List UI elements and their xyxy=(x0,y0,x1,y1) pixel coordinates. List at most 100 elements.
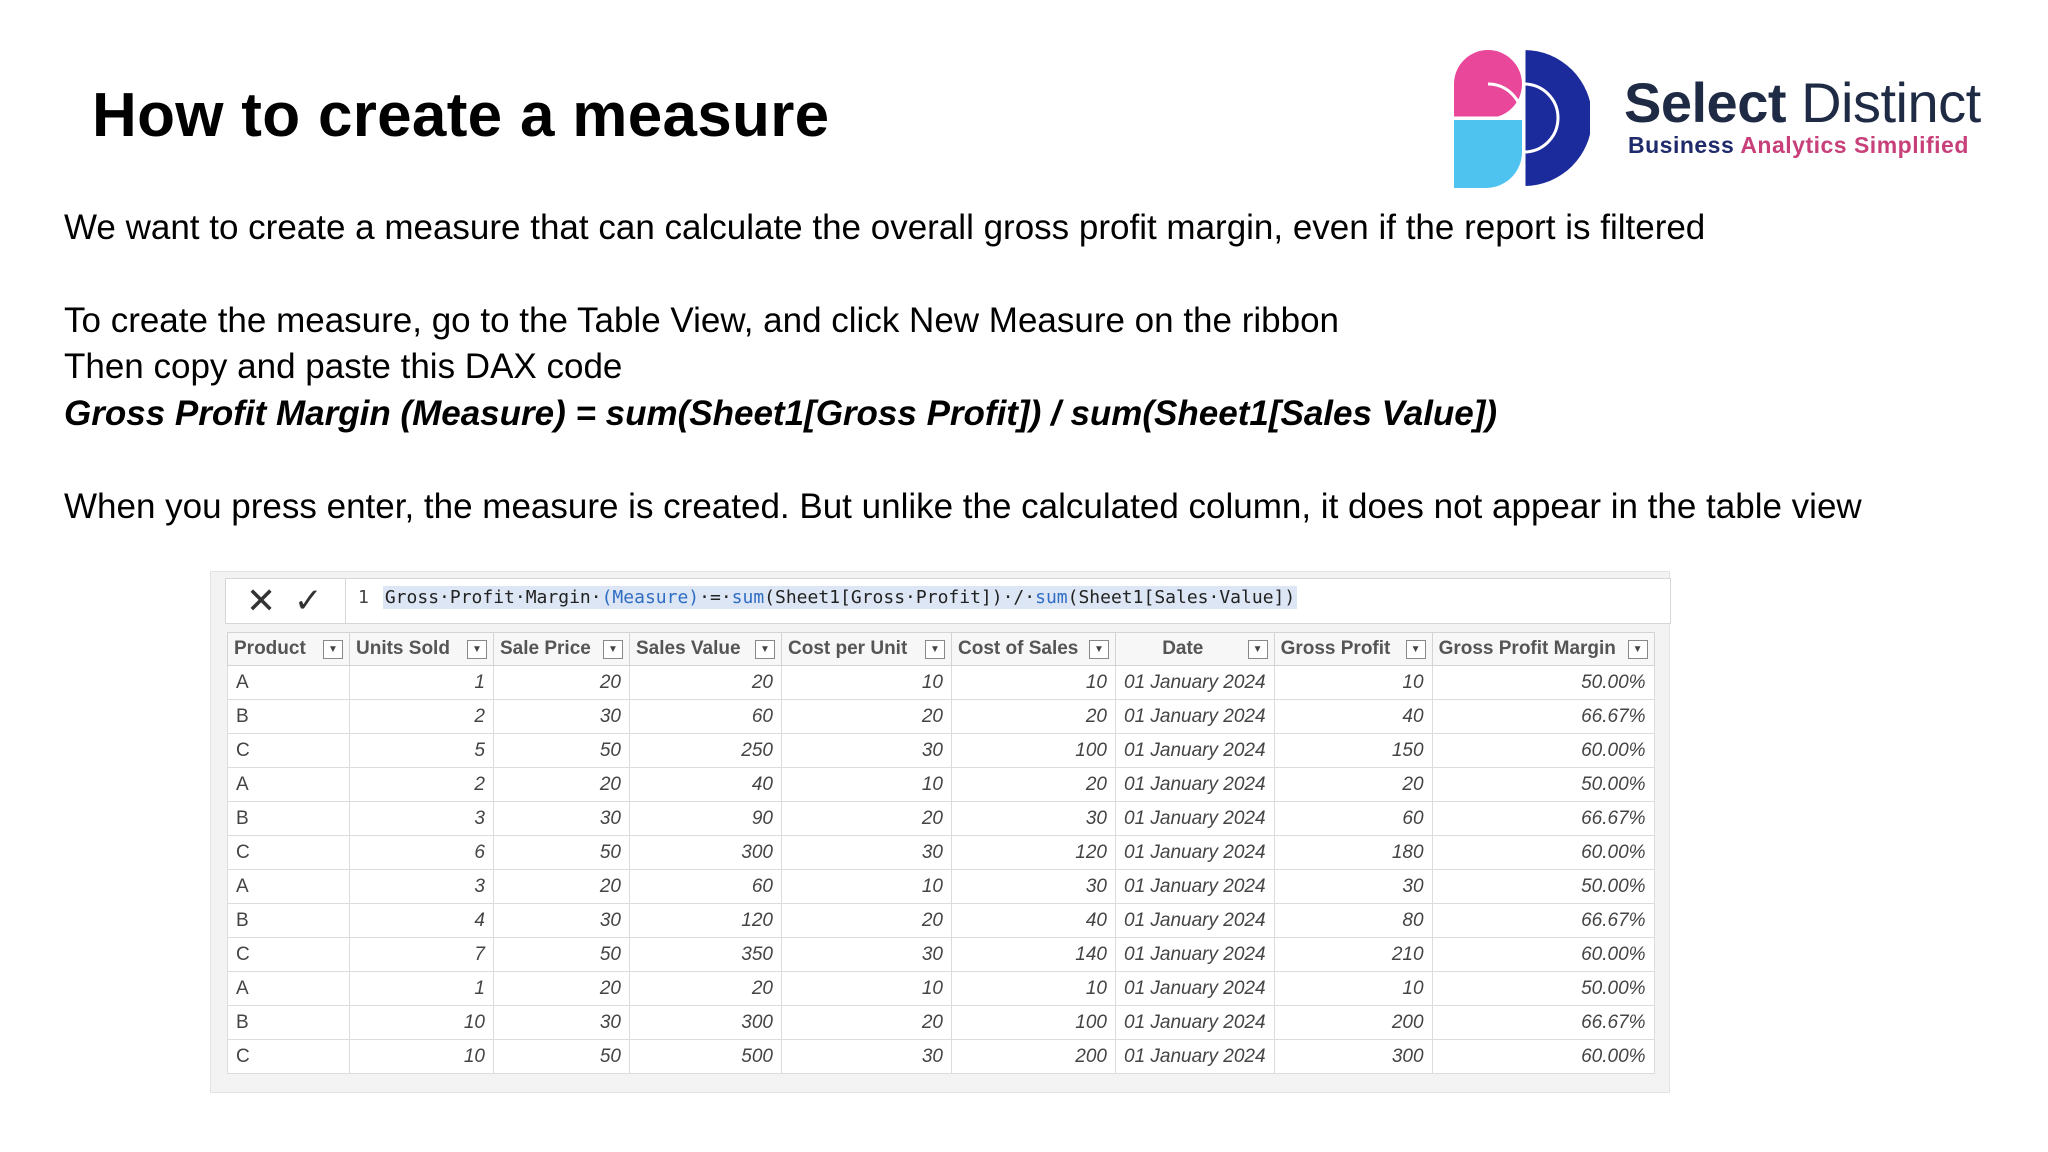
table-cell: 50.00% xyxy=(1431,665,1655,700)
filter-dropdown-icon[interactable]: ▼ xyxy=(1247,640,1268,659)
table-cell: A xyxy=(227,767,350,802)
logo-name: Select Distinct xyxy=(1624,71,1981,134)
table-cell: 5 xyxy=(349,733,494,768)
formula-input[interactable]: 1 Gross·Profit·Margin·(Measure)·=·sum(She… xyxy=(358,586,1298,609)
table-cell: 30 xyxy=(493,903,630,938)
filter-dropdown-icon[interactable]: ▼ xyxy=(323,640,343,659)
table-cell: 10 xyxy=(1273,665,1433,700)
table-cell: 01 January 2024 xyxy=(1115,937,1275,972)
table-cell: 10 xyxy=(349,1039,494,1074)
column-header-label: Units Sold xyxy=(356,638,450,659)
column-header[interactable]: Gross Profit ▼ xyxy=(1273,632,1433,666)
column-header[interactable]: Sales Value ▼ xyxy=(629,632,782,666)
table-cell: 10 xyxy=(1273,971,1433,1006)
table-cell: 60 xyxy=(629,869,782,904)
table-cell: 140 xyxy=(951,937,1116,972)
column-header[interactable]: Cost per Unit ▼ xyxy=(781,632,952,666)
copy-dax-text: Then copy and paste this DAX code xyxy=(64,347,623,386)
table-cell: 60.00% xyxy=(1431,937,1655,972)
table-cell: 30 xyxy=(493,1005,630,1040)
table-cell: 30 xyxy=(781,937,952,972)
table-cell: 10 xyxy=(951,971,1116,1006)
table-cell: B xyxy=(227,699,350,734)
filter-dropdown-icon[interactable]: ▼ xyxy=(1405,640,1426,659)
table-cell: 1 xyxy=(349,971,494,1006)
table-cell: 30 xyxy=(951,801,1116,836)
table-view-screenshot: ✕ ✓ 1 Gross·Profit·Margin·(Measure)·=·sum… xyxy=(210,571,1671,1093)
table-cell: A xyxy=(227,665,350,700)
filter-dropdown-icon[interactable]: ▼ xyxy=(1627,640,1648,659)
column-header-label: Date xyxy=(1162,638,1204,659)
table-cell: 60 xyxy=(1273,801,1433,836)
table-cell: 1 xyxy=(349,665,494,700)
table-cell: 66.67% xyxy=(1431,699,1655,734)
table-cell: 20 xyxy=(629,665,782,700)
table-cell: 01 January 2024 xyxy=(1115,869,1275,904)
table-cell: 30 xyxy=(493,801,630,836)
data-table: Product ▼ Units Sold ▼ Sale Price ▼ Sales Valu… xyxy=(227,632,1655,1074)
table-cell: 20 xyxy=(629,971,782,1006)
table-cell: 30 xyxy=(951,869,1116,904)
formula-bar-buttons: ✕ ✓ xyxy=(226,579,346,623)
column-header-label: Cost per Unit xyxy=(788,638,908,659)
table-cell: 80 xyxy=(1273,903,1433,938)
table-cell: 300 xyxy=(629,835,782,870)
table-cell: 300 xyxy=(629,1005,782,1040)
slide-title: How to create a measure xyxy=(92,81,830,150)
table-cell: 10 xyxy=(349,1005,494,1040)
table-cell: 50 xyxy=(493,733,630,768)
column-header[interactable]: Date ▼ xyxy=(1115,632,1275,666)
filter-dropdown-icon[interactable]: ▼ xyxy=(467,640,487,659)
table-cell: 210 xyxy=(1273,937,1433,972)
table-cell: 120 xyxy=(629,903,782,938)
column-header-label: Sales Value xyxy=(636,638,741,659)
table-cell: 30 xyxy=(781,733,952,768)
table-cell: 500 xyxy=(629,1039,782,1074)
table-cell: 66.67% xyxy=(1431,801,1655,836)
table-row: C 7 50 350 30 140 01 January 2024 210 60.00% xyxy=(227,937,1655,972)
column-header[interactable]: Product ▼ xyxy=(227,632,350,666)
column-header-label: Sale Price xyxy=(500,638,591,659)
close-icon[interactable]: ✕ xyxy=(246,580,277,621)
table-row: B 2 30 60 20 20 01 January 2024 40 66.67% xyxy=(227,699,1655,734)
column-header[interactable]: Cost of Sales ▼ xyxy=(951,632,1116,666)
table-cell: 01 January 2024 xyxy=(1115,1005,1275,1040)
check-icon[interactable]: ✓ xyxy=(294,582,323,620)
table-cell: 4 xyxy=(349,903,494,938)
filter-dropdown-icon[interactable]: ▼ xyxy=(603,640,623,659)
table-cell: B xyxy=(227,1005,350,1040)
table-cell: 10 xyxy=(781,665,952,700)
table-row: B 3 30 90 20 30 01 January 2024 60 66.67% xyxy=(227,801,1655,836)
table-cell: C xyxy=(227,1039,350,1074)
table-cell: 01 January 2024 xyxy=(1115,801,1275,836)
table-cell: 20 xyxy=(493,767,630,802)
table-cell: 10 xyxy=(781,971,952,1006)
table-row: B 10 30 300 20 100 01 January 2024 200 66.67% xyxy=(227,1005,1655,1040)
table-row: A 2 20 40 10 20 01 January 2024 20 50.00% xyxy=(227,767,1655,802)
table-cell: 20 xyxy=(951,767,1116,802)
table-cell: C xyxy=(227,835,350,870)
column-header-label: Gross Profit xyxy=(1280,638,1391,659)
table-cell: B xyxy=(227,903,350,938)
column-header[interactable]: Sale Price ▼ xyxy=(493,632,630,666)
column-header[interactable]: Gross Profit Margin ▼ xyxy=(1431,632,1655,666)
table-cell: 66.67% xyxy=(1431,903,1655,938)
filter-dropdown-icon[interactable]: ▼ xyxy=(755,640,775,659)
table-cell: 20 xyxy=(493,971,630,1006)
line-number: 1 xyxy=(358,587,369,608)
table-cell: A xyxy=(227,971,350,1006)
table-cell: 01 January 2024 xyxy=(1115,1039,1275,1074)
table-cell: 60 xyxy=(629,699,782,734)
column-header[interactable]: Units Sold ▼ xyxy=(349,632,494,666)
filter-dropdown-icon[interactable]: ▼ xyxy=(1089,640,1109,659)
table-cell: 20 xyxy=(781,903,952,938)
table-cell: 50 xyxy=(493,937,630,972)
result-text: When you press enter, the measure is cre… xyxy=(64,487,1862,526)
table-cell: 100 xyxy=(951,1005,1116,1040)
table-cell: 20 xyxy=(951,699,1116,734)
table-cell: 30 xyxy=(493,699,630,734)
column-header-label: Gross Profit Margin xyxy=(1438,638,1616,659)
filter-dropdown-icon[interactable]: ▼ xyxy=(925,640,945,659)
table-cell: 7 xyxy=(349,937,494,972)
table-cell: 100 xyxy=(951,733,1116,768)
